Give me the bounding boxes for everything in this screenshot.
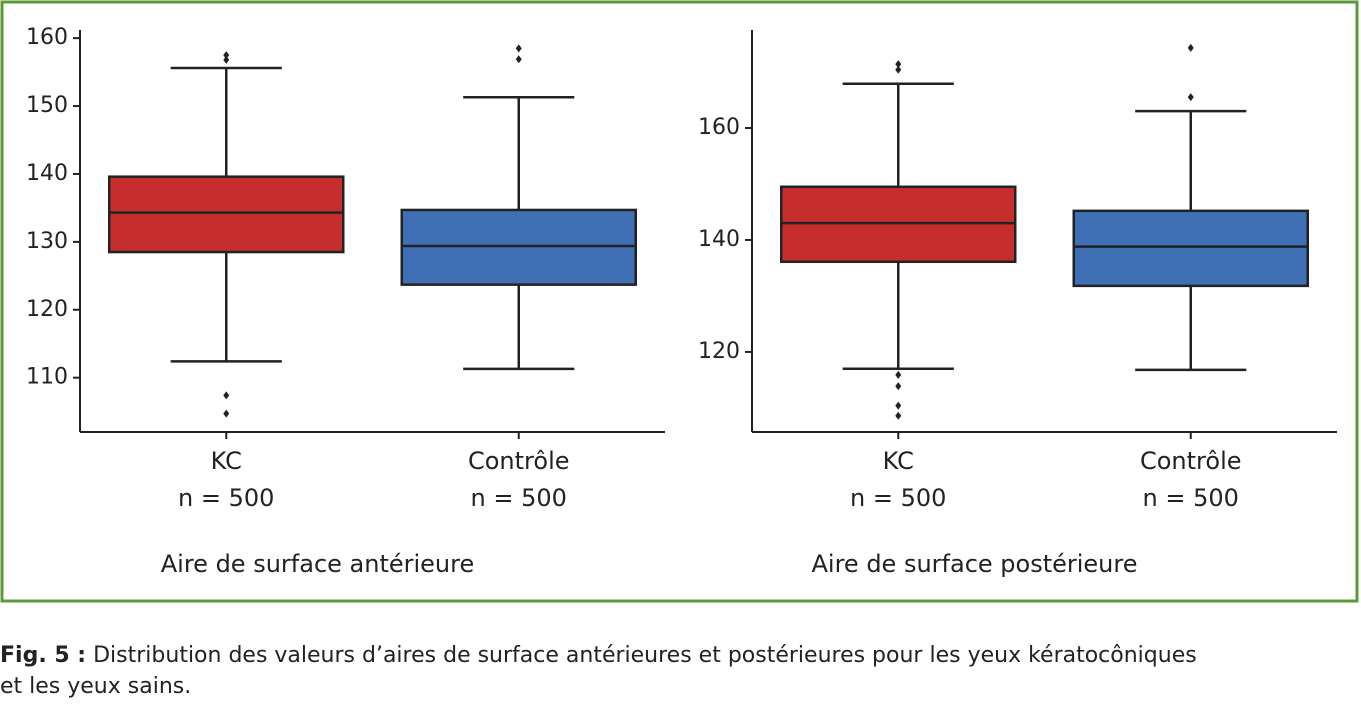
outlier (895, 411, 902, 420)
x-axis-label: Aire de surface postérieure (812, 550, 1138, 578)
y-tick-label: 150 (26, 93, 68, 118)
x-tick-count: n = 500 (471, 484, 567, 512)
caption-label: Fig. 5 : (0, 643, 87, 668)
y-tick-label: 130 (26, 229, 68, 254)
outlier (1187, 93, 1194, 102)
x-tick-count: n = 500 (850, 484, 946, 512)
x-tick-count: n = 500 (178, 484, 274, 512)
y-tick-label: 110 (26, 365, 68, 390)
outlier (1187, 43, 1194, 52)
x-tick-count: n = 500 (1143, 484, 1239, 512)
x-tick-label: Contrôle (468, 447, 570, 475)
outlier (223, 391, 230, 400)
figure: 110 120 130 140 150 160 KC n = 500 Contrôle n = 5… (0, 0, 1359, 603)
x-tick-label: KC (211, 447, 242, 475)
x-axis-label: Aire de surface antérieure (161, 550, 475, 578)
y-tick-label: 140 (26, 161, 68, 186)
outlier (223, 409, 230, 418)
outlier (895, 370, 902, 379)
y-tick-label: 160 (26, 25, 68, 50)
box (108, 175, 345, 254)
caption: Fig. 5 : Distribution des valeurs d’aire… (0, 640, 1361, 702)
y-tick-label: 160 (698, 115, 740, 140)
figure-frame (0, 0, 1359, 603)
box (400, 208, 637, 286)
y-tick-label: 140 (698, 227, 740, 252)
outlier (223, 55, 230, 64)
outlier (223, 51, 230, 60)
outlier (895, 401, 902, 410)
caption-text: Distribution des valeurs d’aires de surf… (93, 643, 1197, 668)
y-tick-label: 120 (26, 297, 68, 322)
caption-text: et les yeux sains. (0, 674, 192, 699)
box (1072, 209, 1309, 288)
outlier (895, 382, 902, 391)
y-tick-label: 120 (698, 339, 740, 364)
outlier (895, 65, 902, 74)
x-tick-label: KC (883, 447, 914, 475)
outlier (515, 55, 522, 64)
outlier (515, 44, 522, 53)
x-tick-label: Contrôle (1140, 447, 1242, 475)
outlier (895, 60, 902, 69)
